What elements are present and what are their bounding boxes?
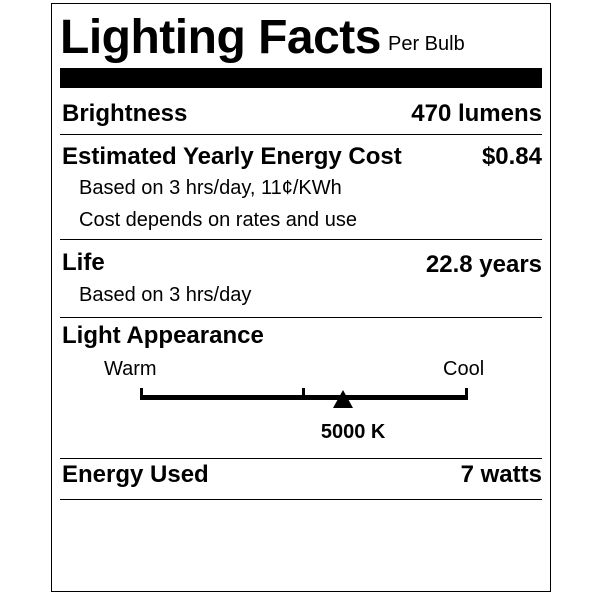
brightness-value: 470 lumens [411,100,542,127]
brightness-label: Brightness [62,100,188,127]
energy-cost-label: Estimated Yearly Energy Cost [62,143,402,170]
energy-used-label: Energy Used [62,461,209,488]
cool-label: Cool [443,358,485,380]
divider [60,239,542,240]
energy-cost-value: $0.84 [481,143,542,170]
label-subtitle: Per Bulb [388,33,465,55]
divider [60,317,542,318]
energy-cost-note: Cost depends on rates and use [79,209,357,231]
life-label: Life [62,249,105,276]
life-value: 22.8 years [425,251,542,278]
scale-tick [140,388,143,400]
divider [60,499,542,500]
life-note: Based on 3 hrs/day [79,284,252,306]
warm-label: Warm [104,358,157,380]
color-temperature-value: 5000 K [320,421,386,443]
light-appearance-label: Light Appearance [62,322,264,349]
label-title: Lighting Facts [60,11,381,64]
scale-tick [302,388,305,400]
energy-cost-note: Based on 3 hrs/day, 11¢/KWh [79,177,342,199]
divider [60,134,542,135]
divider [60,458,542,459]
lighting-facts-label [51,3,551,592]
energy-used-value: 7 watts [460,461,542,488]
color-temperature-marker [333,390,354,408]
scale-tick [465,388,468,400]
title-bar-divider [60,68,542,88]
